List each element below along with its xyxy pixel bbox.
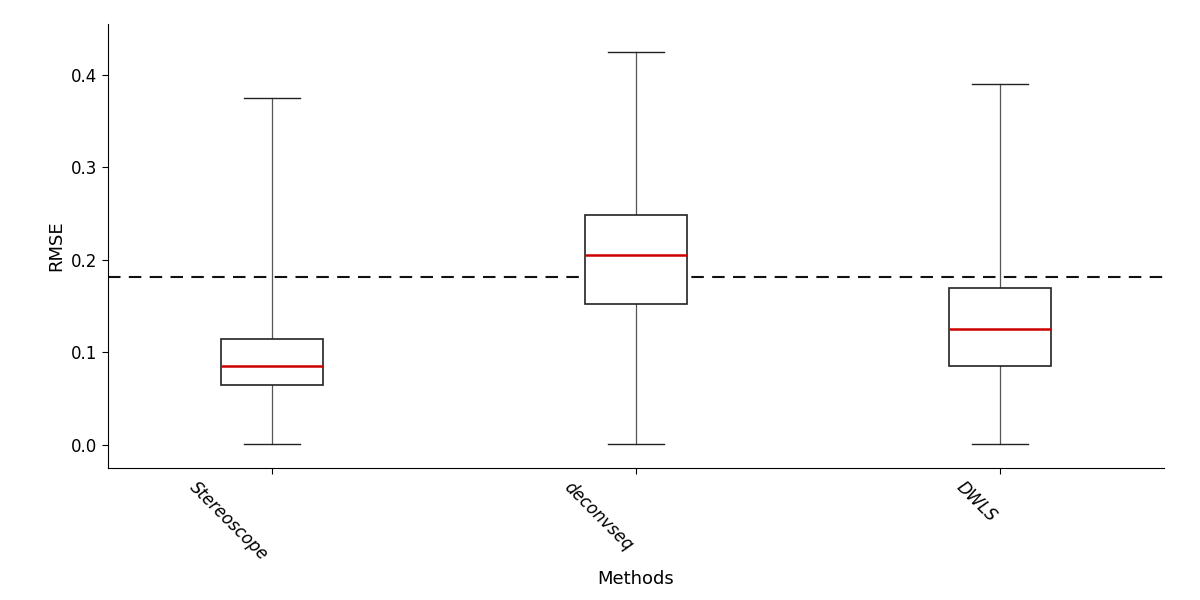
Bar bbox=[586, 215, 686, 304]
Bar bbox=[221, 338, 323, 385]
X-axis label: Methods: Methods bbox=[598, 569, 674, 587]
Bar bbox=[949, 287, 1051, 366]
Y-axis label: RMSE: RMSE bbox=[48, 221, 66, 271]
